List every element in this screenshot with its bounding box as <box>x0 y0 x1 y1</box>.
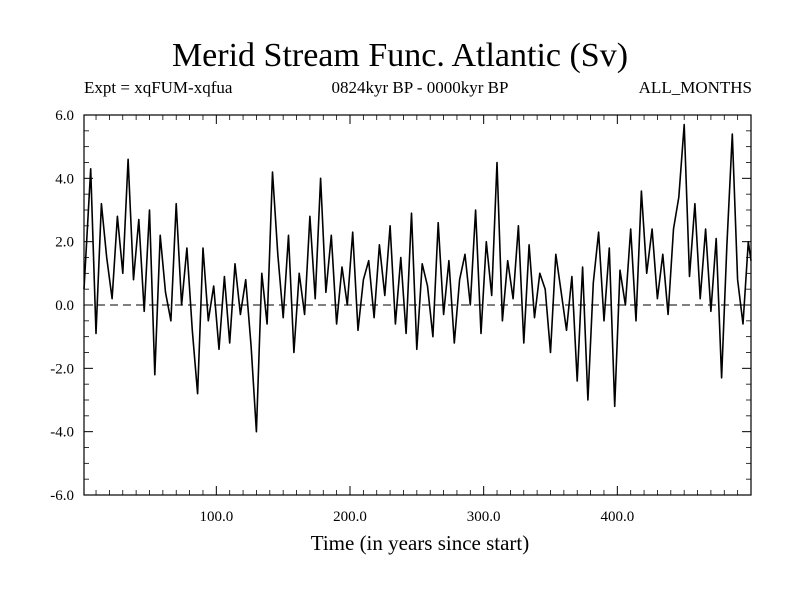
y-tick-label: -2.0 <box>50 361 74 377</box>
x-tick-label: 200.0 <box>333 509 367 525</box>
y-tick-label: -6.0 <box>50 488 74 504</box>
x-tick-label: 400.0 <box>600 509 634 525</box>
y-tick-label: 6.0 <box>55 108 74 124</box>
x-axis-label: Time (in years since start) <box>311 531 530 555</box>
x-axis: 100.0 200.0 300.0 400.0 <box>199 115 634 525</box>
y-axis: -6.0 -4.0 -2.0 0.0 2.0 4.0 6.0 <box>50 108 751 504</box>
y-tick-label: 0.0 <box>55 298 74 314</box>
y-tick-label: 4.0 <box>55 171 74 187</box>
chart-title: Merid Stream Func. Atlantic (Sv) <box>171 37 629 74</box>
experiment-label: Expt = xqFUM-xqfua <box>84 78 233 97</box>
y-tick-label: 2.0 <box>55 235 74 251</box>
period-label: 0824kyr BP - 0000kyr BP <box>331 78 509 97</box>
x-tick-label: 300.0 <box>467 509 501 525</box>
months-label: ALL_MONTHS <box>638 78 752 97</box>
x-tick-label: 100.0 <box>199 509 233 525</box>
y-tick-label: -4.0 <box>50 425 74 441</box>
series-line <box>83 123 752 433</box>
